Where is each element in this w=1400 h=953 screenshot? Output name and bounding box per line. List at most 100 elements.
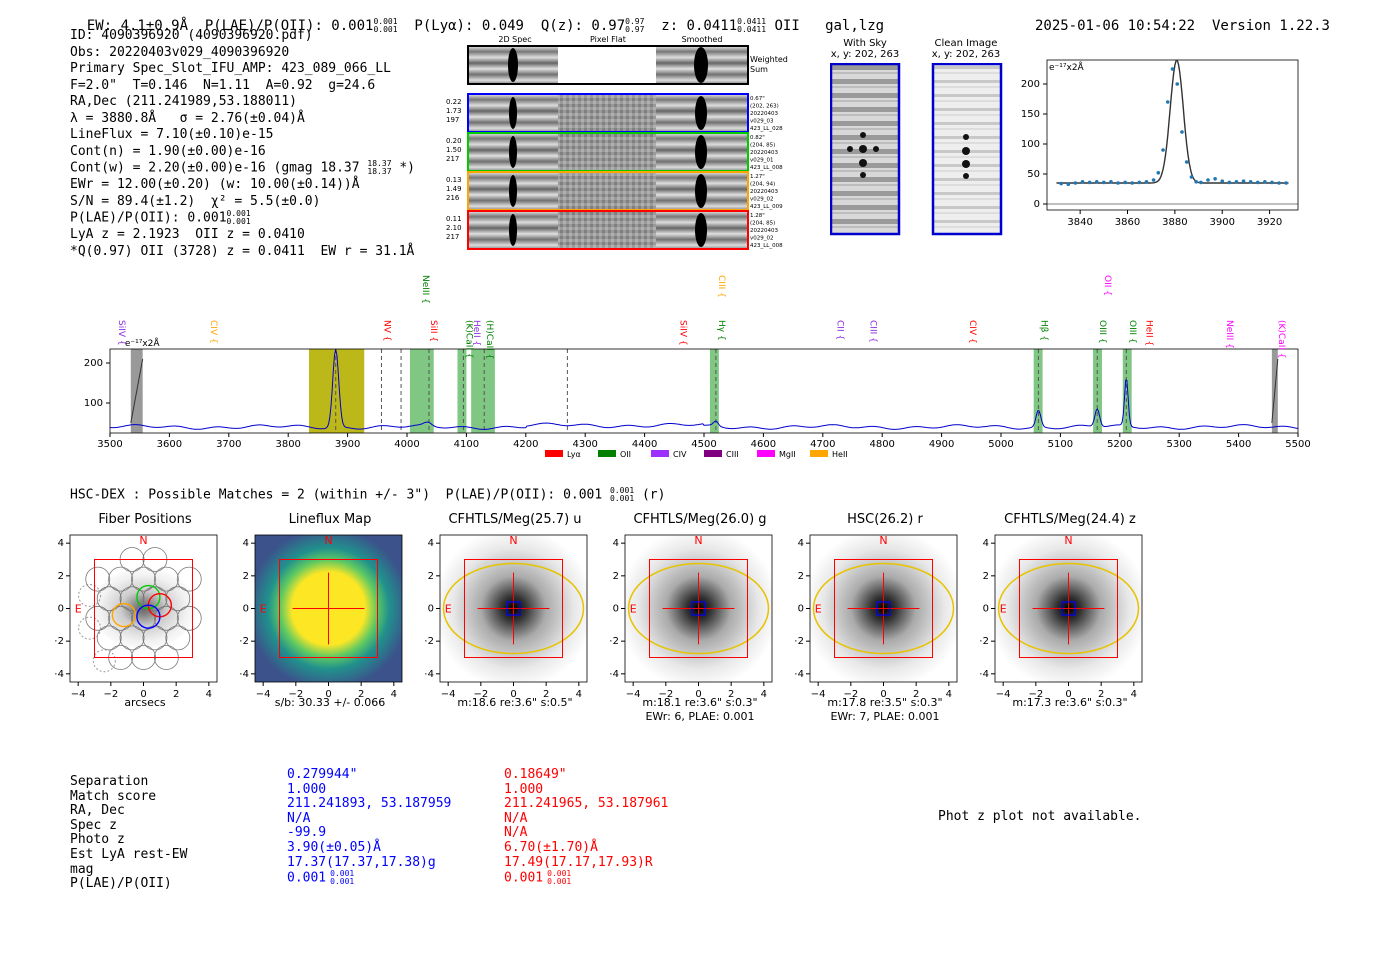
image-panel: Fiber Positions N E −4 −4 −2 −2 0 0 2 2 4 4 arcsecs [55,512,245,727]
image-ytick-label: 2 [428,571,434,582]
image-ytick-label: 2 [798,571,804,582]
header-z-sub: 0.0411 [737,25,767,34]
info-obs: Obs: 20220403v029_4090396920 [70,44,290,60]
fit-frame [1046,59,1299,211]
east-label: E [260,603,267,616]
info-lineflux: LineFlux = 7.10(±0.10)e-15 [70,127,274,142]
spectrum-line-label: OIII { [1097,320,1107,344]
info-contw-row: Cont(w) = 2.20(±0.00)e-16 (gmag 18.37 18… [70,160,415,177]
north-label: N [694,534,702,547]
image-ytick-label: −2 [980,636,989,647]
table-value: 211.241893, 53.187959 [287,796,452,812]
cutout-row-n2: 1.73 [446,107,462,115]
fit-data-point [1234,180,1239,184]
with-sky-xy: x, y: 202, 263 [830,49,900,60]
fiber-circle-dashed [92,649,116,673]
fit-data-point [1144,180,1149,184]
east-label: E [815,603,822,616]
cutout-row-meta: 20220403 [750,189,778,195]
image-xtick-label: −4 [71,689,86,700]
spectrum-line-label: NeIII { [420,275,430,304]
cutout-row-n3: 217 [446,233,459,241]
table-label: RA, Dec [70,803,125,819]
spectrum-xtick-label: 3800 [275,439,300,450]
spectrum-line-label: SiII { [428,320,438,342]
aperture-ellipse [627,562,770,655]
image-xtick-label: −2 [1028,689,1043,700]
matches-title-sup: 0.001 [610,486,635,495]
cutout-row-n3: 216 [446,194,460,202]
image-xtick-label: 4 [1131,689,1137,700]
cutout-row-meta: 423_LL_028 [750,126,783,132]
fit-xtick-label: 3900 [1209,217,1234,228]
fiber-circle [165,625,191,651]
spectrum-ytick-label: 200 [84,358,103,369]
aperture-ellipse [812,562,955,655]
search-box [834,559,933,658]
info-id: ID: 4090396920 (4090396920.pdf) [70,28,313,43]
info-lya: LyA z = 2.1923 OII z = 0.0410 [70,227,305,242]
north-label: N [1064,534,1072,547]
image-xtick-label: 2 [913,689,919,700]
table-value: 0.18649" [504,767,567,782]
image-panel-caption: s/b: 30.33 +/- 0.066 [274,696,386,709]
table-value-sub: 0.001 [330,877,355,887]
fit-data-point [1109,180,1113,184]
matches-title-sub: 0.001 [610,494,635,503]
fit-data-point [1170,67,1175,71]
spectrum-line-label: CIII { [716,275,726,298]
spectrum-xtick-label: 4400 [632,439,657,450]
table-value: 0.279944" [287,767,358,782]
with-sky-label: With Sky [843,38,887,49]
fiber-circle [85,605,111,631]
fit-data-point [1123,180,1127,185]
header-z: z: 0.0411 [661,18,738,34]
spectrum-line-label: NV { [381,320,391,341]
spectrum-masked-hatch [130,358,144,424]
fiber-circle [176,605,202,631]
spectrum-line-label: HeII { [1144,320,1154,346]
spectrum-legend-swatch [545,450,563,457]
image-ytick-label: 0 [428,604,434,615]
search-box [1019,559,1118,658]
spectrum-xtick-label: 4300 [572,439,597,450]
spectrum-xtick-label: 4200 [513,439,538,450]
image-ytick-label: 4 [243,538,249,549]
spectrum-xtick-label: 4600 [751,439,776,450]
cutout-row-meta: v029_02 [750,197,774,203]
spectrum-legend-swatch [651,450,669,457]
image-ytick-label: 4 [428,538,434,549]
image-ytick-label: 2 [243,571,249,582]
col-smooth-label: Smoothed [682,35,723,44]
image-xtick-label: 2 [1098,689,1104,700]
spectrum-line-label: OII { [1102,275,1112,296]
spectrum-line-label: CII { [835,320,845,340]
fit-xtick-label: 3860 [1115,217,1140,228]
spectrum-line-label: HeII { [471,320,481,346]
table-label: mag [70,861,94,877]
image-ytick-label: −4 [240,669,249,680]
spectrum-line-label: (K)CaII { [1276,320,1286,359]
fiber-circle [165,586,191,612]
header-right: 2025-01-06 10:54:22 Version 1.22.3 [1018,2,1330,34]
fit-data-point [1248,180,1253,184]
cutout-row-meta: 20220403 [750,228,778,234]
image-panel-title: CFHTLS/Meg(25.7) u [448,512,582,527]
spectrum-xtick-label: 3900 [335,439,360,450]
image-xtick-label: −2 [843,689,858,700]
fiber-circle [96,586,122,612]
spectrum-xtick-label: 4000 [394,439,419,450]
spectrum-line-region [709,349,719,433]
image-panel: CFHTLS/Meg(26.0) gNE−4−4−2−2002244m:18.1… [610,512,800,727]
info-plae-row: P(LAE)/P(OII): 0.0010.001 0.001 [70,210,415,227]
table-value: N/A [287,810,311,826]
weighted-label-2: Sum [750,65,768,74]
fit-ytick-label: 100 [1021,139,1040,150]
matches-title: HSC-DEX : Possible Matches = 2 (within +… [70,487,603,503]
fit-data-point [1241,179,1246,183]
header-plae-sup: 0.001 [373,17,398,26]
image-panel-caption: m:18.6 re:3.6" s:0.5" [457,696,573,709]
